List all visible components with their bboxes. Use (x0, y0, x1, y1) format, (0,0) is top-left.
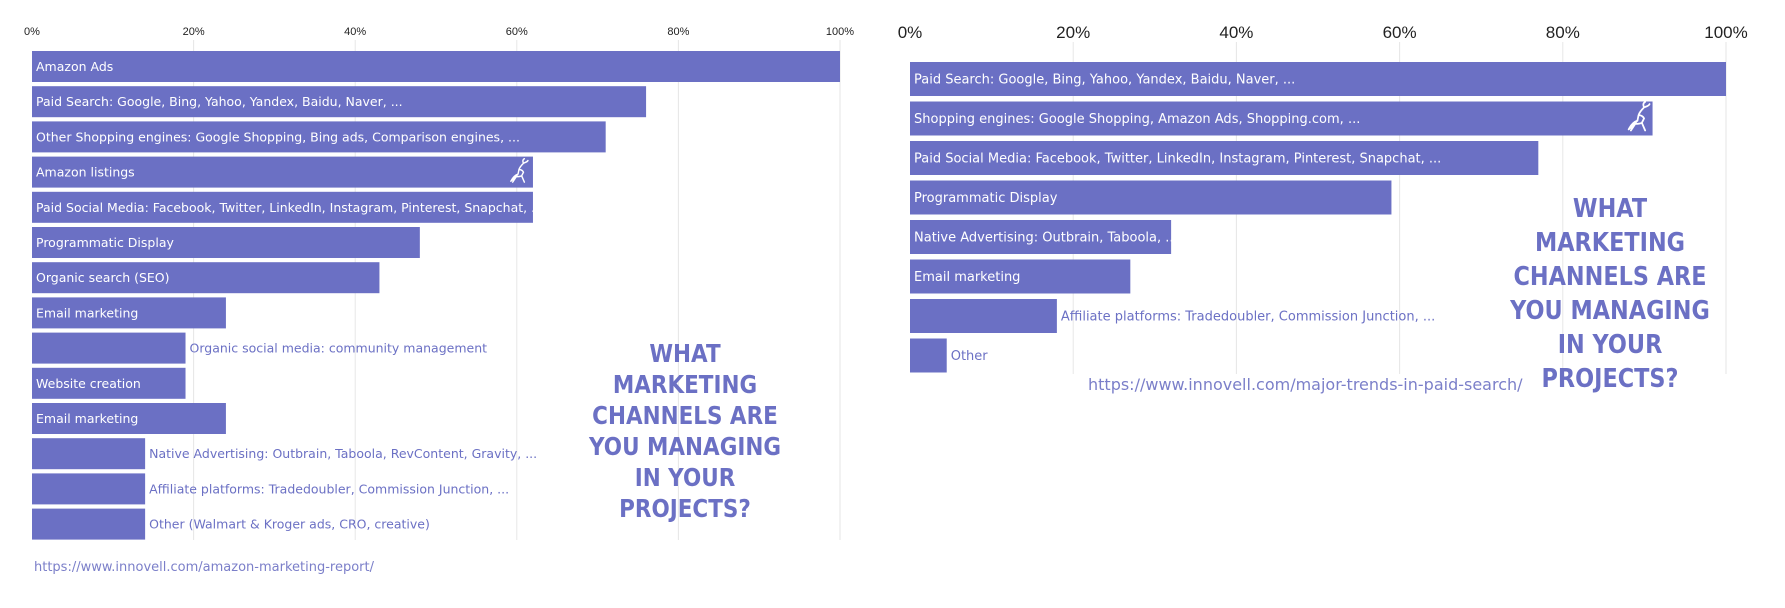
right-bar (910, 180, 1392, 215)
right-bar-label: Native Advertising: Outbrain, Taboola, .… (914, 231, 1178, 246)
left-bar (32, 473, 146, 505)
right-bar-label: Programmatic Display (914, 191, 1058, 206)
left-bar-label: Email marketing (36, 411, 138, 426)
left-bar-label: Amazon Ads (36, 59, 113, 74)
right-x-tick-label: 100% (1704, 23, 1747, 42)
right-x-tick-label: 80% (1546, 23, 1580, 42)
left-bar (32, 227, 420, 258)
left-x-tick-label: 20% (183, 26, 205, 38)
left-bar-label: Other Shopping engines: Google Shopping,… (36, 129, 520, 144)
right-bar-label: Shopping engines: Google Shopping, Amazo… (914, 112, 1360, 127)
right-bar (910, 338, 947, 373)
right-bar (910, 259, 1131, 294)
chart-right-source-link[interactable]: https://www.innovell.com/major-trends-in… (1088, 375, 1523, 394)
left-bar (32, 121, 606, 153)
left-bar (32, 86, 647, 118)
right-bar-label: Email marketing (914, 270, 1020, 285)
chart-left-title: WHAT MARKETING CHANNELS ARE YOU MANAGING… (589, 339, 781, 523)
left-bar (32, 51, 840, 82)
left-x-tick-label: 60% (506, 26, 528, 38)
left-bar-label: Paid Social Media: Facebook, Twitter, Li… (36, 200, 543, 215)
left-bar (32, 191, 533, 223)
left-bar (32, 297, 226, 329)
left-bar-label: Other (Walmart & Kroger ads, CRO, creati… (149, 517, 430, 532)
right-bar-label: Affiliate platforms: Tradedoubler, Commi… (1061, 310, 1435, 325)
right-bar-label: Other (951, 349, 989, 364)
left-logo-icon (510, 157, 529, 183)
right-x-tick-label: 20% (1056, 23, 1090, 42)
left-x-tick-label: 100% (826, 26, 854, 38)
right-x-tick-label: 0% (898, 23, 923, 42)
left-bar (32, 262, 380, 294)
left-bar (32, 438, 146, 470)
left-bar-label: Programmatic Display (36, 235, 174, 250)
left-bar (32, 508, 146, 540)
chart-left-svg: 0% 20% 40% 60% 80% 100% Amazon Ads Paid Search:… (24, 26, 854, 540)
left-x-tick-label: 0% (24, 26, 40, 38)
right-bar (910, 141, 1539, 175)
right-x-tick-label: 60% (1383, 23, 1417, 42)
chart-left: 0% 20% 40% 60% 80% 100% Amazon Ads Paid Search:… (0, 0, 870, 608)
left-x-tick-label: 80% (667, 26, 689, 38)
chart-right-svg: 0% 20% 40% 60% 80% 100% Paid Search: Google, B… (898, 23, 1748, 374)
left-bar-label: Native Advertising: Outbrain, Taboola, R… (149, 446, 537, 461)
right-x-tick-label: 40% (1219, 23, 1253, 42)
right-bar-label: Paid Social Media: Facebook, Twitter, Li… (914, 152, 1441, 167)
right-bar-label: Paid Search: Google, Bing, Yahoo, Yandex… (914, 73, 1295, 88)
left-bar (32, 332, 186, 364)
left-bar (32, 367, 186, 399)
chart-right: 0% 20% 40% 60% 80% 100% Paid Search: Google, B… (890, 0, 1785, 608)
left-bar (32, 403, 226, 434)
left-bar-label: Organic social media: community manageme… (190, 341, 488, 356)
left-bar-label: Website creation (36, 376, 141, 391)
right-bar (910, 299, 1057, 333)
chart-left-source-link[interactable]: https://www.innovell.com/amazon-marketin… (34, 560, 374, 575)
left-bar (32, 156, 533, 188)
left-bar-label: Paid Search: Google, Bing, Yahoo, Yandex… (36, 94, 403, 109)
left-bar-label: Amazon listings (36, 165, 135, 180)
left-bar-label: Email marketing (36, 305, 138, 320)
left-x-tick-label: 40% (344, 26, 366, 38)
right-bar (910, 101, 1653, 136)
left-bar-label: Affiliate platforms: Tradedoubler, Commi… (149, 481, 509, 496)
right-bar (910, 62, 1726, 96)
chart-right-title: WHAT MARKETING CHANNELS ARE YOU MANAGING… (1510, 194, 1710, 394)
right-logo-icon (1627, 101, 1651, 132)
right-bar (910, 220, 1172, 254)
left-bar-label: Organic search (SEO) (36, 270, 170, 285)
